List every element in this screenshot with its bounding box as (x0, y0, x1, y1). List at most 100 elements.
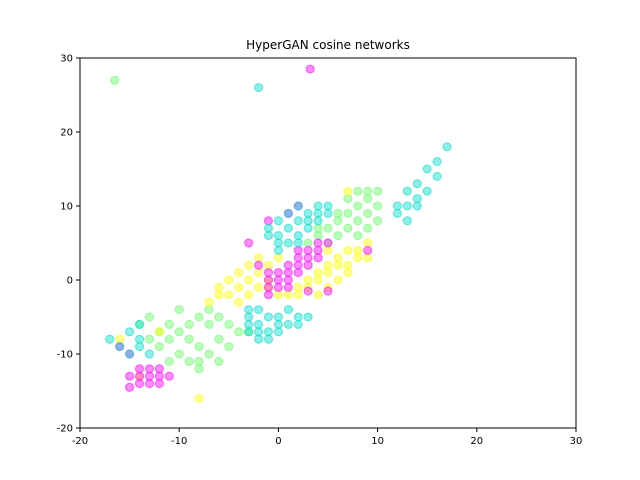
scatter-point (263, 312, 273, 322)
scatter-point (135, 379, 145, 389)
scatter-point (293, 216, 303, 226)
scatter-point (412, 201, 422, 211)
scatter-point (363, 194, 373, 204)
y-tick-label: 0 (67, 276, 73, 287)
scatter-point (214, 282, 224, 292)
scatter-point (363, 186, 373, 196)
scatter-point (313, 245, 323, 255)
scatter-point (234, 282, 244, 292)
scatter-point (283, 290, 293, 300)
scatter-point (323, 238, 333, 248)
scatter-point (432, 157, 442, 167)
scatter-point (224, 290, 234, 300)
plot-frame (79, 57, 577, 429)
scatter-point (313, 275, 323, 285)
scatter-point (323, 201, 333, 211)
scatter-point (154, 379, 164, 389)
scatter-point (273, 216, 283, 226)
scatter-point (273, 275, 283, 285)
scatter-point (392, 208, 402, 218)
scatter-point (154, 327, 164, 337)
scatter-point (323, 245, 333, 255)
x-tick-label: 20 (470, 436, 483, 447)
scatter-point (174, 349, 184, 359)
scatter-point (313, 201, 323, 211)
scatter-point (214, 334, 224, 344)
scatter-point (313, 268, 323, 278)
scatter-point (293, 238, 303, 248)
scatter-point (194, 342, 204, 352)
scatter-point (373, 216, 383, 226)
scatter-point (263, 268, 273, 278)
scatter-point (234, 268, 244, 278)
scatter-point (343, 260, 353, 270)
scatter-point (373, 201, 383, 211)
scatter-point (273, 312, 283, 322)
scatter-point (283, 305, 293, 315)
y-axis: -20 -10 0 10 20 30 (57, 54, 80, 435)
scatter-point (373, 186, 383, 196)
scatter-point (363, 238, 373, 248)
scatter-point (263, 275, 273, 285)
scatter-point (283, 268, 293, 278)
scatter-point (144, 379, 154, 389)
scatter-point (353, 253, 363, 263)
scatter-point (313, 238, 323, 248)
scatter-point (115, 334, 125, 344)
scatter-point (442, 142, 452, 152)
scatter-point (343, 245, 353, 255)
scatter-point (154, 371, 164, 381)
scatter-point (293, 312, 303, 322)
scatter-point (135, 342, 145, 352)
scatter-point (254, 282, 264, 292)
scatter-point (303, 275, 313, 285)
x-tick-label: 0 (275, 436, 281, 447)
y-tick-label: 10 (60, 202, 73, 213)
scatter-point (283, 208, 293, 218)
scatter-point (204, 305, 214, 315)
scatter-point (184, 356, 194, 366)
scatter-point (353, 201, 363, 211)
scatter-point (273, 282, 283, 292)
scatter-point (303, 312, 313, 322)
scatter-point (254, 319, 264, 329)
scatter-point (154, 342, 164, 352)
scatter-point (333, 260, 343, 270)
scatter-point (125, 382, 135, 392)
scatter-point (224, 275, 234, 285)
scatter-point (254, 327, 264, 337)
scatter-point (125, 349, 135, 359)
scatter-point (254, 334, 264, 344)
scatter-point (254, 305, 264, 315)
scatter-point (244, 312, 254, 322)
scatter-point (313, 231, 323, 241)
scatter-point (283, 282, 293, 292)
scatter-point (283, 275, 293, 285)
y-tick-label: 30 (60, 54, 73, 65)
scatter-point (273, 245, 283, 255)
scatter-point (125, 327, 135, 337)
scatter-point (263, 260, 273, 270)
scatter-point (115, 342, 125, 352)
scatter-point (283, 319, 293, 329)
scatter-point (323, 286, 333, 296)
scatter-point (392, 201, 402, 211)
scatter-point (273, 290, 283, 300)
scatter-point (412, 179, 422, 189)
scatter-point (343, 223, 353, 233)
scatter-point (273, 238, 283, 248)
scatter-point (174, 305, 184, 315)
scatter-point (303, 245, 313, 255)
scatter-point (283, 260, 293, 270)
scatter-point (263, 223, 273, 233)
scatter-point (273, 268, 283, 278)
scatter-point (254, 260, 264, 270)
scatter-point (303, 216, 313, 226)
scatter-point (184, 334, 194, 344)
scatter-point (263, 282, 273, 292)
scatter-point (234, 327, 244, 337)
scatter-point (293, 201, 303, 211)
scatter-point (164, 356, 174, 366)
scatter-point (293, 260, 303, 270)
scatter-point (313, 253, 323, 263)
